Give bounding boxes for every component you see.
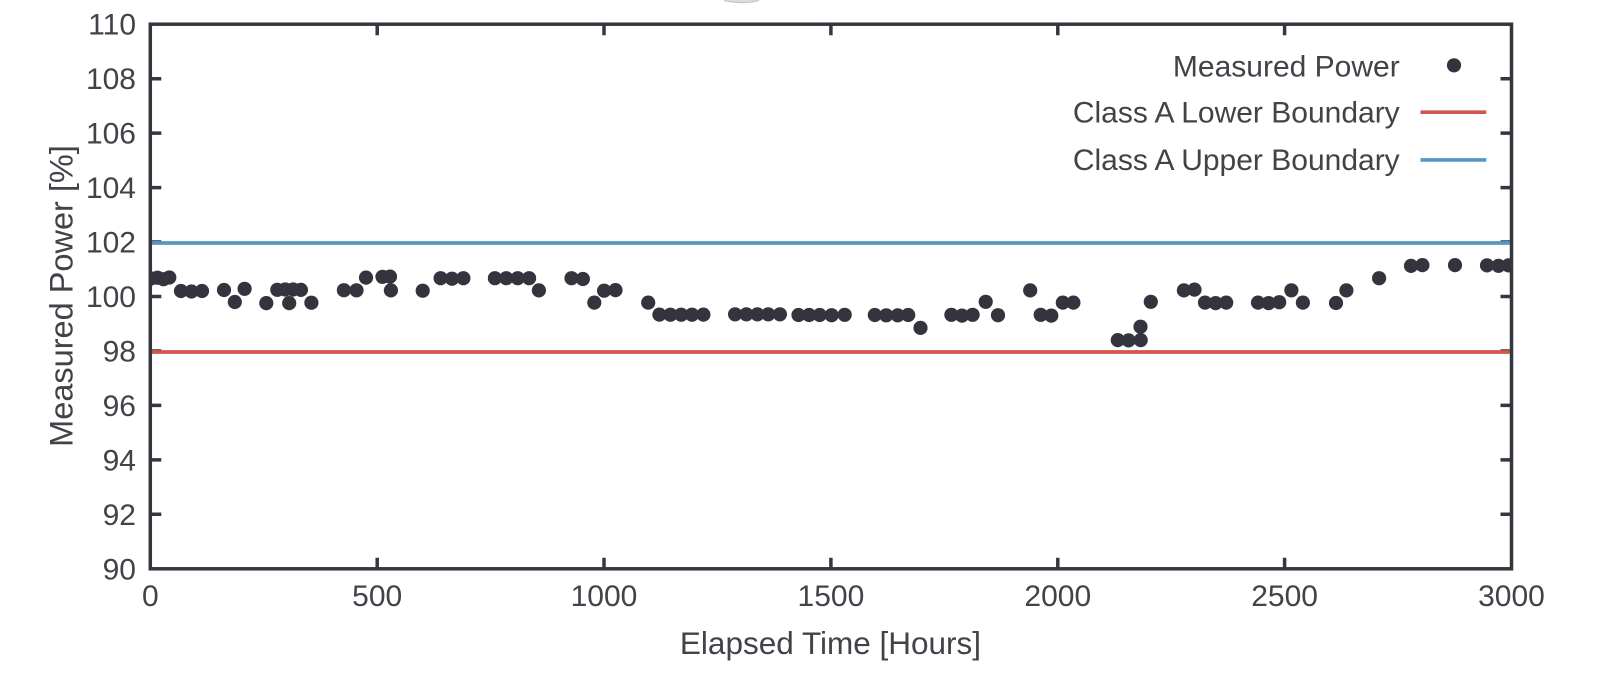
svg-text:106: 106 xyxy=(86,118,136,151)
svg-text:Measured Power: Measured Power xyxy=(1173,51,1400,84)
svg-text:96: 96 xyxy=(103,390,136,423)
svg-text:102: 102 xyxy=(86,227,136,260)
svg-text:98: 98 xyxy=(103,336,136,369)
svg-text:90: 90 xyxy=(103,553,136,586)
svg-text:2500: 2500 xyxy=(1251,580,1318,613)
svg-text:Measured Power [%]: Measured Power [%] xyxy=(44,145,80,447)
svg-text:Elapsed Time [Hours]: Elapsed Time [Hours] xyxy=(680,625,981,661)
svg-text:108: 108 xyxy=(86,63,136,96)
svg-text:3000: 3000 xyxy=(1478,580,1545,613)
svg-text:104: 104 xyxy=(86,172,136,205)
svg-text:92: 92 xyxy=(103,499,136,532)
svg-text:94: 94 xyxy=(103,444,136,477)
svg-text:100: 100 xyxy=(86,281,136,314)
svg-text:Class A Upper Boundary: Class A Upper Boundary xyxy=(1073,144,1400,177)
svg-text:500: 500 xyxy=(352,580,402,613)
svg-text:2000: 2000 xyxy=(1024,580,1091,613)
svg-text:110: 110 xyxy=(88,9,136,42)
svg-text:1000: 1000 xyxy=(571,580,638,613)
svg-text:0: 0 xyxy=(142,580,159,613)
svg-text:Class A Lower Boundary: Class A Lower Boundary xyxy=(1073,97,1400,130)
svg-text:1500: 1500 xyxy=(798,580,865,613)
